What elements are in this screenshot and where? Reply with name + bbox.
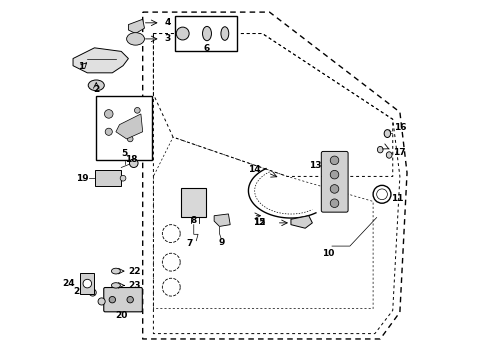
Text: 12: 12 — [253, 219, 265, 228]
Text: 9: 9 — [218, 238, 224, 247]
Circle shape — [83, 279, 91, 288]
Text: 18: 18 — [124, 155, 137, 164]
Text: 21: 21 — [73, 287, 85, 296]
Text: 3: 3 — [164, 35, 170, 44]
Text: 24: 24 — [62, 279, 75, 288]
Polygon shape — [128, 19, 144, 33]
Circle shape — [372, 185, 390, 203]
Text: 13: 13 — [308, 161, 321, 170]
Text: 17: 17 — [392, 148, 405, 157]
Text: 14: 14 — [247, 166, 260, 175]
Text: 4: 4 — [164, 18, 170, 27]
Circle shape — [329, 156, 338, 165]
FancyBboxPatch shape — [103, 288, 142, 312]
Text: 10: 10 — [322, 249, 334, 258]
Circle shape — [109, 296, 115, 303]
Text: 7: 7 — [185, 239, 192, 248]
Ellipse shape — [111, 283, 120, 288]
Polygon shape — [73, 48, 128, 73]
Text: 16: 16 — [393, 123, 406, 132]
Ellipse shape — [88, 80, 104, 91]
Circle shape — [329, 170, 338, 179]
Ellipse shape — [386, 152, 391, 158]
Circle shape — [127, 136, 133, 142]
Text: 2: 2 — [93, 85, 99, 94]
Circle shape — [176, 27, 189, 40]
FancyBboxPatch shape — [96, 96, 151, 160]
Circle shape — [104, 110, 113, 118]
Text: 11: 11 — [390, 194, 403, 203]
Circle shape — [105, 128, 112, 135]
Polygon shape — [290, 216, 312, 228]
Text: 5: 5 — [122, 149, 128, 158]
Text: 19: 19 — [76, 174, 89, 183]
Text: 22: 22 — [128, 267, 141, 276]
Ellipse shape — [202, 26, 211, 41]
Text: 6: 6 — [203, 44, 209, 53]
Circle shape — [134, 108, 140, 113]
Ellipse shape — [221, 27, 228, 40]
Polygon shape — [214, 214, 230, 226]
Ellipse shape — [126, 33, 144, 45]
FancyBboxPatch shape — [321, 152, 347, 212]
Circle shape — [89, 289, 96, 296]
Circle shape — [329, 199, 338, 207]
FancyBboxPatch shape — [181, 188, 206, 217]
Circle shape — [98, 298, 105, 305]
Text: 8: 8 — [190, 216, 196, 225]
FancyBboxPatch shape — [175, 16, 237, 51]
Text: 20: 20 — [115, 311, 127, 320]
Ellipse shape — [377, 147, 382, 153]
Ellipse shape — [111, 268, 120, 274]
Circle shape — [127, 296, 133, 303]
Circle shape — [129, 159, 138, 167]
Polygon shape — [116, 114, 142, 139]
Text: 15: 15 — [252, 219, 264, 228]
Ellipse shape — [384, 130, 390, 138]
Circle shape — [120, 175, 125, 181]
FancyBboxPatch shape — [95, 170, 121, 186]
Text: 23: 23 — [128, 281, 141, 290]
Text: 1: 1 — [78, 62, 84, 71]
Polygon shape — [80, 273, 94, 294]
Circle shape — [376, 189, 386, 200]
Circle shape — [329, 185, 338, 193]
